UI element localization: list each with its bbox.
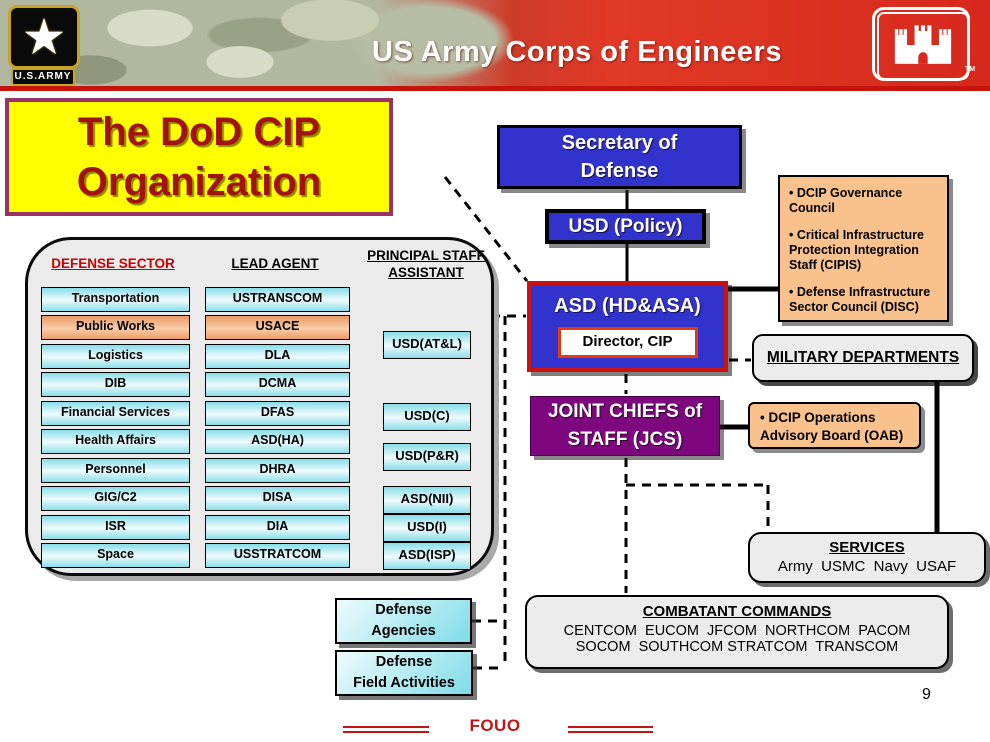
sector-cell: Health Affairs <box>41 429 190 454</box>
asd-hdasa-label: ASD (HD&ASA) <box>554 295 701 317</box>
defense-field-activities-box: Defense Field Activities <box>335 650 473 696</box>
cocom-line1: CENTCOM EUCOM JFCOM NORTHCOM PACOM <box>563 623 911 639</box>
us-army-star-logo-icon: ★ <box>8 5 80 69</box>
sector-cell: Transportation <box>41 287 190 312</box>
agent-cell: DFAS <box>205 401 350 426</box>
agent-cell: DIA <box>205 515 350 540</box>
sector-cell: ISR <box>41 515 190 540</box>
sector-cell: Financial Services <box>41 401 190 426</box>
governance-bullet: Defense Infrastructure Sector Council (D… <box>789 285 938 315</box>
usd-policy-box: USD (Policy) <box>545 209 706 244</box>
sector-cell: Personnel <box>41 458 190 483</box>
us-army-logo-label: U.S.ARMY <box>11 68 75 86</box>
lead-agent-header: LEAD AGENT <box>231 256 319 271</box>
governance-bullet: Critical Infrastructure Protection Integ… <box>789 228 938 273</box>
combatant-commands-box: COMBATANT COMMANDS CENTCOM EUCOM JFCOM N… <box>525 595 949 669</box>
agent-cell: USSTRATCOM <box>205 543 350 568</box>
psa-cell: USD(P&R) <box>383 443 471 471</box>
sector-cell: Public Works <box>41 315 190 340</box>
services-box: SERVICES Army USMC Navy USAF <box>748 532 986 583</box>
cocom-title: COMBATANT COMMANDS <box>642 603 832 620</box>
sector-cell: GIG/C2 <box>41 486 190 511</box>
cocom-line2: SOCOM SOUTHCOM STRATCOM TRANSCOM <box>575 639 899 655</box>
director-cip-box: Director, CIP <box>557 327 698 358</box>
slide-title-box: The DoD CIP Organization <box>5 98 393 216</box>
sector-cell: Logistics <box>41 344 190 369</box>
agent-cell: DLA <box>205 344 350 369</box>
sector-cell: DIB <box>41 372 190 397</box>
asd-hdasa-box: ASD (HD&ASA) Director, CIP <box>527 281 728 372</box>
header-banner: ★ U.S.ARMY US Army Corps of Engineers <box>0 0 990 91</box>
psa-cell: USD(C) <box>383 403 471 431</box>
fouo-marking: FOUO <box>469 716 521 735</box>
psa-cell: ASD(NII) <box>383 486 471 514</box>
defense-agencies-box: Defense Agencies <box>335 598 472 644</box>
trademark-label: TM <box>965 66 976 73</box>
joint-chiefs-box: JOINT CHIEFS of STAFF (JCS) <box>530 396 720 456</box>
agent-cell: DCMA <box>205 372 350 397</box>
slide-title-line1: The DoD CIP <box>77 110 321 154</box>
agent-cell: DISA <box>205 486 350 511</box>
page-number: 9 <box>922 686 931 703</box>
sector-cell: Space <box>41 543 190 568</box>
defense-sector-panel: DEFENSE SECTOR LEAD AGENT PRINCIPAL STAF… <box>25 237 494 576</box>
fouo-rule-left <box>343 726 429 733</box>
castle-icon <box>894 25 952 64</box>
agent-cell: DHRA <box>205 458 350 483</box>
oab-box: DCIP Operations Advisory Board (OAB) <box>748 402 921 449</box>
fouo-rule-right <box>568 726 653 733</box>
psa-cell: ASD(ISP) <box>383 542 471 570</box>
psa-cell: USD(AT&L) <box>383 331 471 359</box>
dcip-governance-box: DCIP Governance Council Critical Infrast… <box>778 175 949 322</box>
agent-cell: ASD(HA) <box>205 429 350 454</box>
slide-title-line2: Organization <box>76 160 322 204</box>
psa-cell: USD(I) <box>383 514 471 542</box>
defense-sector-header: DEFENSE SECTOR <box>51 256 175 271</box>
usace-castle-logo-icon <box>872 7 970 81</box>
star-icon: ★ <box>21 9 67 65</box>
military-departments-box: MILITARY DEPARTMENTS <box>752 334 974 382</box>
services-items: Army USMC Navy USAF <box>777 558 957 575</box>
governance-bullet: DCIP Governance Council <box>789 186 938 216</box>
header-title: US Army Corps of Engineers <box>372 36 782 68</box>
agent-cell: USTRANSCOM <box>205 287 350 312</box>
psa-header: PRINCIPAL STAFF ASSISTANT <box>367 248 485 280</box>
services-title: SERVICES <box>829 539 905 556</box>
secretary-of-defense-box: Secretary of Defense <box>497 125 742 189</box>
agent-cell: USACE <box>205 315 350 340</box>
